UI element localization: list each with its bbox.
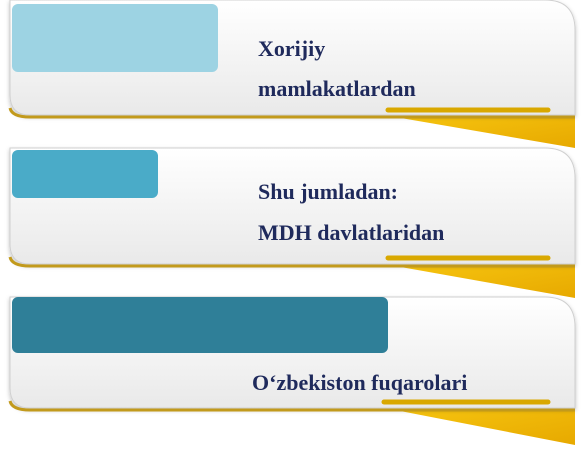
ribbon [395,410,575,445]
card: O‘zbekiston fuqarolari [8,296,576,445]
label: MDH davlatlaridan [258,220,444,245]
tab [12,297,388,353]
label: O‘zbekiston fuqarolari [252,370,467,395]
card-edge [8,256,575,268]
card-edge [8,400,575,412]
ribbon [395,266,575,298]
tab [12,4,218,72]
label: Shu jumladan: [258,179,398,204]
label: mamlakatlardan [258,76,416,101]
card: Shu jumladan: MDH davlatlaridan [8,147,576,298]
ribbon [395,117,575,148]
label: Xorijiy [258,36,325,61]
tab [12,150,158,198]
card-edge [8,107,575,119]
card: Xorijiy mamlakatlardan [8,0,576,148]
